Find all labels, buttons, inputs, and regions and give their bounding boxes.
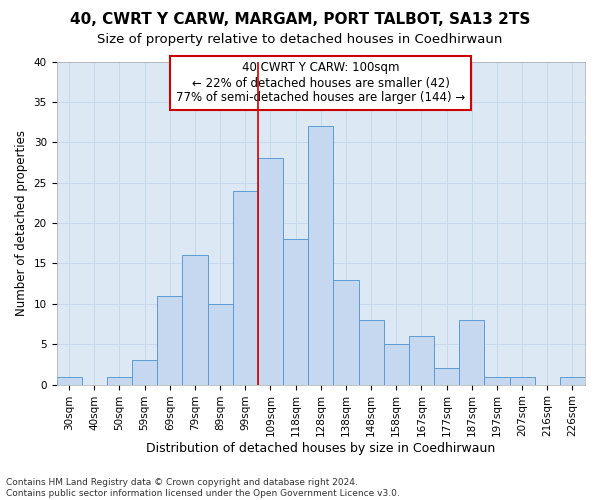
Bar — [359, 320, 383, 384]
Bar — [434, 368, 459, 384]
Bar — [132, 360, 157, 384]
Bar — [459, 320, 484, 384]
Bar — [107, 376, 132, 384]
Y-axis label: Number of detached properties: Number of detached properties — [15, 130, 28, 316]
Bar — [233, 190, 258, 384]
Bar — [308, 126, 334, 384]
Text: Size of property relative to detached houses in Coedhirwaun: Size of property relative to detached ho… — [97, 32, 503, 46]
Bar — [383, 344, 409, 385]
Bar — [560, 376, 585, 384]
Bar — [208, 304, 233, 384]
Bar — [258, 158, 283, 384]
Bar — [509, 376, 535, 384]
Text: Contains HM Land Registry data © Crown copyright and database right 2024.
Contai: Contains HM Land Registry data © Crown c… — [6, 478, 400, 498]
X-axis label: Distribution of detached houses by size in Coedhirwaun: Distribution of detached houses by size … — [146, 442, 496, 455]
Bar — [334, 280, 359, 384]
Bar — [157, 296, 182, 384]
Text: 40, CWRT Y CARW, MARGAM, PORT TALBOT, SA13 2TS: 40, CWRT Y CARW, MARGAM, PORT TALBOT, SA… — [70, 12, 530, 28]
Text: 40 CWRT Y CARW: 100sqm
← 22% of detached houses are smaller (42)
77% of semi-det: 40 CWRT Y CARW: 100sqm ← 22% of detached… — [176, 62, 466, 104]
Bar — [56, 376, 82, 384]
Bar — [409, 336, 434, 384]
Bar — [182, 256, 208, 384]
Bar — [283, 239, 308, 384]
Bar — [484, 376, 509, 384]
